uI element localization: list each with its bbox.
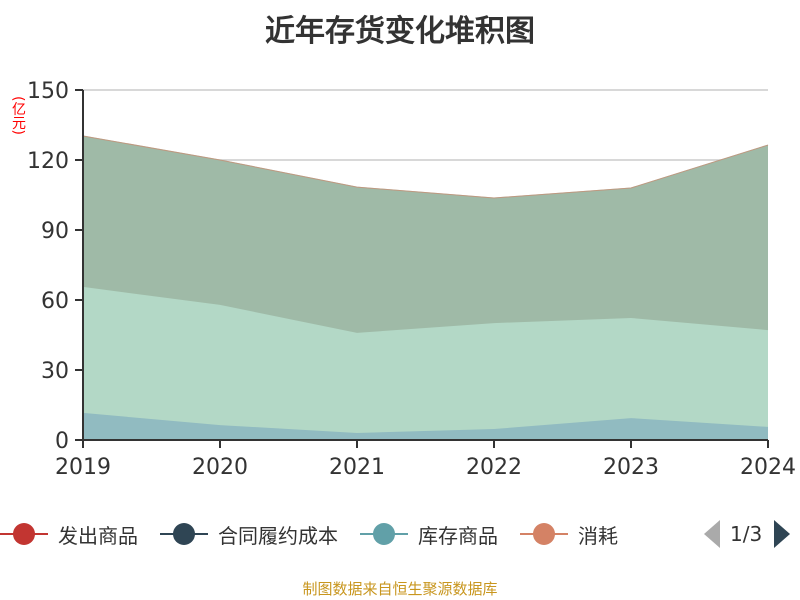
legend-symbol <box>160 523 208 545</box>
y-tick-label: 0 <box>55 429 69 454</box>
next-page-icon[interactable] <box>774 520 791 548</box>
y-tick-label: 90 <box>41 219 69 244</box>
legend-label: 合同履约成本 <box>218 523 338 548</box>
series-line <box>82 135 769 199</box>
legend-symbol <box>0 523 48 545</box>
legend: 发出商品 合同履约成本 库存商品 消耗 <box>0 518 640 550</box>
y-tick-label: 60 <box>41 289 69 314</box>
legend-symbol <box>520 523 568 545</box>
x-tick-label: 2024 <box>740 455 796 480</box>
legend-item[interactable]: 发出商品 <box>0 520 138 549</box>
x-tick-label: 2019 <box>55 455 111 480</box>
legend-item[interactable]: 库存商品 <box>360 520 498 549</box>
area-series <box>83 412 768 440</box>
legend-item[interactable]: 消耗 <box>520 520 618 549</box>
x-tick-label: 2022 <box>466 455 522 480</box>
y-tick-label: 120 <box>27 149 69 174</box>
x-tick-label: 2020 <box>192 455 248 480</box>
legend-label: 发出商品 <box>58 523 138 548</box>
chart-title: 近年存货变化堆积图 <box>265 14 535 49</box>
x-tick-label: 2021 <box>329 455 385 480</box>
legend-pager: 1/3 <box>704 520 791 548</box>
legend-symbol <box>360 523 408 545</box>
area-series <box>83 135 768 333</box>
source-note: 制图数据来自恒生聚源数据库 <box>302 580 498 598</box>
y-axis-unit: (亿元) <box>10 96 26 135</box>
legend-page: 1/3 <box>730 522 763 546</box>
y-tick-label: 30 <box>41 359 69 384</box>
x-tick-label: 2023 <box>603 455 659 480</box>
prev-page-icon[interactable] <box>704 520 720 548</box>
legend-label: 消耗 <box>578 523 618 548</box>
area-series <box>83 286 768 433</box>
legend-label: 库存商品 <box>418 523 498 548</box>
y-tick-label: 150 <box>27 79 69 104</box>
legend-item[interactable]: 合同履约成本 <box>160 520 338 549</box>
